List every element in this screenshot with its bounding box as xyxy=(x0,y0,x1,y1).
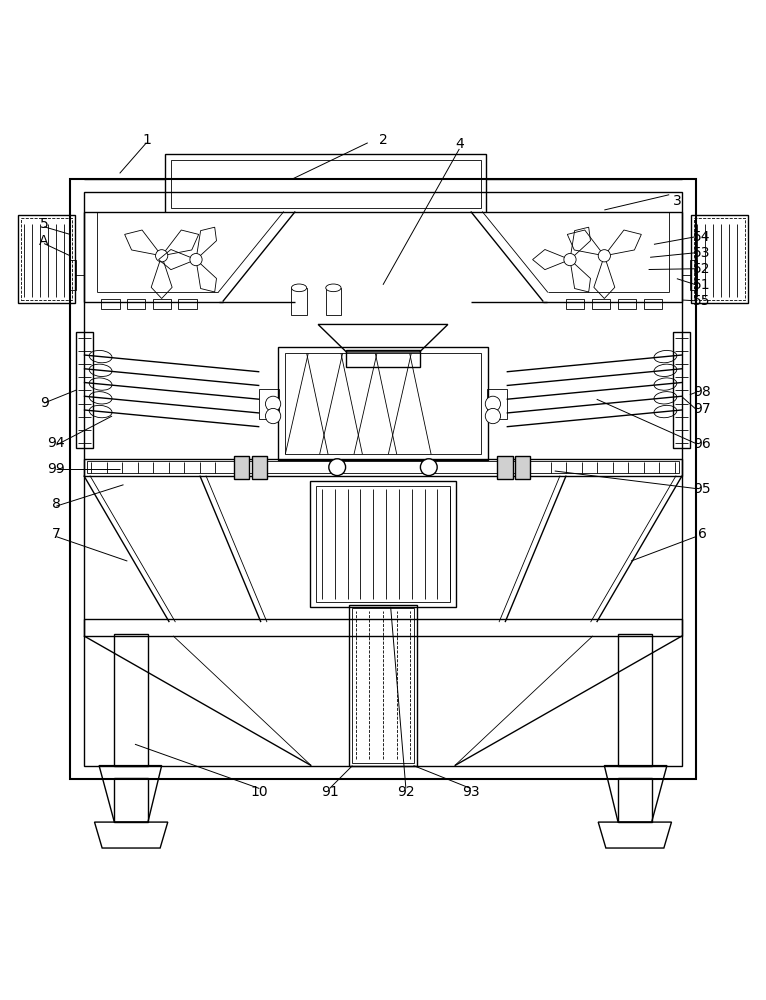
Bar xyxy=(18,215,75,303)
Bar xyxy=(234,456,250,479)
Bar xyxy=(618,778,652,822)
Bar xyxy=(114,634,148,766)
Bar xyxy=(178,299,197,309)
Ellipse shape xyxy=(654,350,677,363)
Ellipse shape xyxy=(89,364,112,377)
Text: 93: 93 xyxy=(462,785,480,799)
Text: 54: 54 xyxy=(693,230,711,244)
Bar xyxy=(101,299,119,309)
Bar xyxy=(83,459,683,476)
Ellipse shape xyxy=(89,350,112,363)
Text: 52: 52 xyxy=(693,262,711,276)
Text: 3: 3 xyxy=(673,194,681,208)
Ellipse shape xyxy=(654,364,677,377)
Text: 92: 92 xyxy=(397,785,414,799)
Bar xyxy=(694,218,745,300)
Text: 96: 96 xyxy=(693,437,711,451)
Text: 8: 8 xyxy=(52,497,61,511)
Ellipse shape xyxy=(654,405,677,418)
Bar xyxy=(252,456,267,479)
Circle shape xyxy=(486,396,500,411)
Bar xyxy=(673,332,690,448)
Bar xyxy=(260,389,279,419)
Bar xyxy=(346,350,420,367)
Text: 99: 99 xyxy=(47,462,65,476)
Bar xyxy=(644,299,663,309)
Bar xyxy=(114,778,148,822)
Ellipse shape xyxy=(89,392,112,404)
Bar xyxy=(285,353,481,454)
Circle shape xyxy=(266,408,280,424)
Bar xyxy=(70,179,696,779)
Bar xyxy=(278,347,488,460)
Text: 55: 55 xyxy=(693,294,711,308)
Bar xyxy=(83,192,683,766)
Text: 51: 51 xyxy=(693,278,711,292)
Bar xyxy=(310,481,456,607)
Bar xyxy=(566,299,584,309)
Text: 98: 98 xyxy=(693,385,711,399)
Text: 1: 1 xyxy=(142,133,151,147)
Bar xyxy=(76,332,93,448)
Bar xyxy=(291,288,306,315)
Ellipse shape xyxy=(89,378,112,390)
Text: 53: 53 xyxy=(693,246,711,260)
Bar xyxy=(68,260,76,290)
Bar xyxy=(126,299,145,309)
Ellipse shape xyxy=(291,284,306,292)
Circle shape xyxy=(329,459,345,476)
Text: 6: 6 xyxy=(698,527,706,541)
Bar xyxy=(690,260,698,290)
Bar xyxy=(515,456,530,479)
Text: 97: 97 xyxy=(693,402,711,416)
Ellipse shape xyxy=(89,405,112,418)
Circle shape xyxy=(266,396,280,411)
Circle shape xyxy=(486,408,500,424)
Bar xyxy=(316,486,450,602)
Bar xyxy=(618,299,637,309)
Text: 91: 91 xyxy=(321,785,339,799)
Text: 4: 4 xyxy=(455,137,463,151)
Circle shape xyxy=(155,250,168,262)
Circle shape xyxy=(564,253,576,266)
Text: 7: 7 xyxy=(52,527,61,541)
Bar xyxy=(487,389,506,419)
Bar xyxy=(618,634,652,766)
Text: A: A xyxy=(39,234,49,248)
Bar xyxy=(87,461,679,473)
Bar xyxy=(165,154,486,212)
Bar xyxy=(171,160,481,208)
Circle shape xyxy=(598,250,611,262)
Text: 95: 95 xyxy=(693,482,711,496)
Text: 94: 94 xyxy=(47,436,65,450)
Bar xyxy=(352,608,414,763)
Circle shape xyxy=(421,459,437,476)
Bar xyxy=(21,218,72,300)
Bar xyxy=(497,456,512,479)
Ellipse shape xyxy=(654,378,677,390)
Bar xyxy=(83,619,683,636)
Bar xyxy=(152,299,171,309)
Bar xyxy=(349,605,417,766)
Bar xyxy=(691,215,748,303)
Bar xyxy=(326,288,341,315)
Text: 10: 10 xyxy=(250,785,268,799)
Text: 2: 2 xyxy=(378,133,388,147)
Circle shape xyxy=(190,253,202,266)
Bar xyxy=(592,299,611,309)
Text: 5: 5 xyxy=(40,217,48,231)
Text: 9: 9 xyxy=(40,396,48,410)
Ellipse shape xyxy=(654,392,677,404)
Ellipse shape xyxy=(326,284,341,292)
